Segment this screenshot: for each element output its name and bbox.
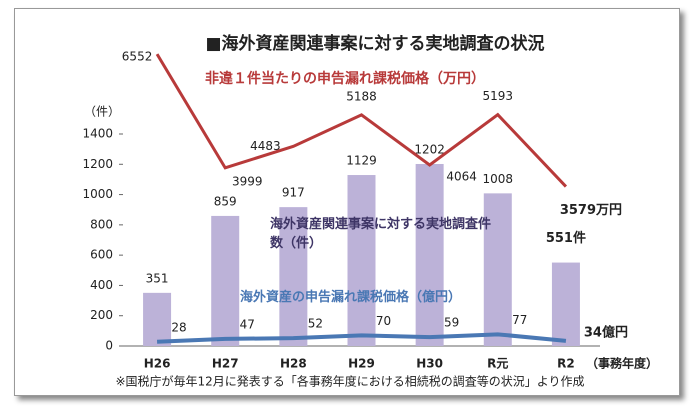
y-tick-label: 200 [90,308,113,322]
data-label: 1129 [346,154,377,168]
y-tick-label: 1000 [82,187,113,201]
data-label: 3999 [232,174,263,188]
y-axis-label: （件） [84,105,120,119]
data-label: 5193 [483,89,514,103]
line [155,53,568,188]
bar [415,163,444,346]
data-label: 52 [308,317,323,331]
line [156,332,567,344]
data-label: 28 [171,320,186,334]
y-tick-label: 1200 [82,157,113,171]
legend-entry: 海外資産の申告漏れ課税価格（億円） [240,290,462,305]
x-tick-label: H26 [144,357,171,371]
legend-entry: 非違１件当たりの申告漏れ課税価格（万円） [205,71,485,87]
data-label: 4483 [250,139,281,153]
y-tick-label: 1400 [82,127,113,141]
data-label: 4064 [446,169,477,183]
data-label: 47 [240,317,255,331]
data-label: 59 [444,316,459,330]
x-tick-label: H28 [280,357,307,371]
bar [347,175,376,346]
data-label: 1202 [414,142,445,156]
x-tick-label: R2 [557,357,575,371]
bar [483,193,512,346]
data-label: 77 [512,313,527,327]
y-tick-label: 400 [90,278,113,292]
x-tick-label: H29 [348,357,375,371]
bar [143,292,172,346]
y-tick-label: 600 [90,248,113,262]
footnote: ※国税庁が毎年12月に発表する「各事務年度における相続税の調査等の状況」より作成 [115,374,584,389]
data-label: 351 [146,271,169,285]
x-tick-label: H30 [416,357,443,371]
chart-title: ■海外資産関連事案に対する実地調査の状況 [205,33,544,54]
bar [211,215,240,346]
data-label: 859 [214,194,237,208]
y-tick-label: 800 [90,217,113,231]
data-label: 917 [282,186,305,200]
x-tick-label: H27 [212,357,239,371]
data-label: 551件 [546,230,586,246]
bar [551,262,580,346]
x-axis-label: （事務年度） [586,356,658,371]
data-label: 3579万円 [560,203,622,218]
data-label: 6552 [122,50,153,64]
data-label: 70 [376,314,391,328]
data-label: 34億円 [584,324,628,340]
x-tick-label: R元 [487,357,508,371]
y-tick-label: 0 [105,339,113,353]
data-label: 5188 [346,89,377,103]
data-label: 1008 [483,172,514,186]
bar [279,207,308,346]
legend-entry: 海外資産関連事案に対する実地調査件数（件） [270,217,492,251]
